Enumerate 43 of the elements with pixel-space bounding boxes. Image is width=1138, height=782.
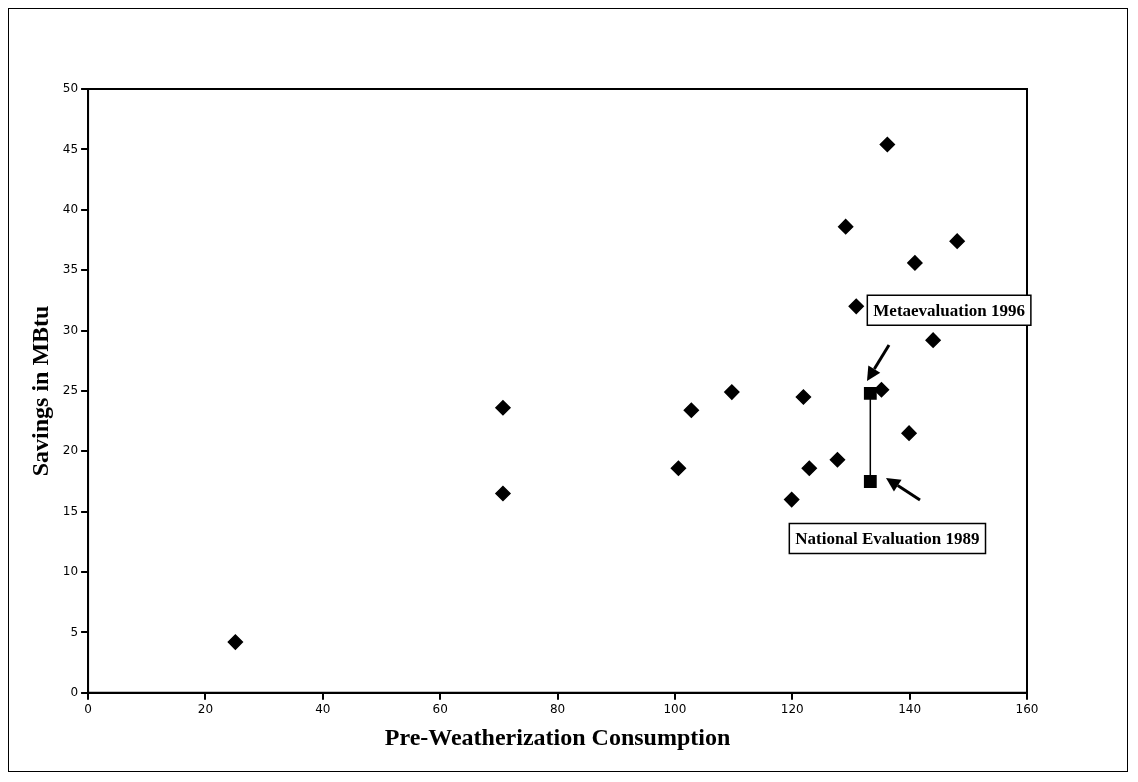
point: [901, 425, 917, 441]
x-tick-label: 80: [549, 702, 566, 717]
point: [795, 389, 812, 405]
x-tick-label: 0: [84, 702, 92, 717]
point: [863, 386, 877, 400]
annotation: National Evaluation 1989: [795, 528, 980, 548]
y-tick-label: 5: [70, 624, 79, 639]
x-tick-label: 120: [780, 702, 804, 717]
point: [863, 475, 877, 488]
y-axis-title: Savings in MBtu: [26, 305, 53, 477]
point: [801, 460, 818, 476]
point: [925, 332, 941, 348]
x-axis-title: Pre-Weatherization Consumption: [384, 723, 731, 750]
annotation: Metaevaluation 1996: [873, 300, 1025, 320]
y-tick-label: 20: [62, 443, 79, 458]
y-tick-label: 40: [62, 201, 79, 216]
y-tick-label: 50: [62, 81, 79, 96]
x-tick-label: 140: [898, 702, 922, 717]
y-tick-label: 45: [62, 141, 79, 156]
y-tick-label: 10: [62, 564, 79, 579]
point: [949, 233, 965, 249]
x-tick-label: 60: [432, 702, 448, 717]
y-tick-label: 15: [62, 503, 79, 518]
point: [495, 400, 511, 416]
y-tick-label: 25: [62, 383, 79, 398]
x-tick-label: 100: [663, 702, 687, 717]
point: [495, 485, 511, 502]
x-tick-label: 40: [315, 702, 331, 717]
point: [848, 298, 864, 315]
point: [879, 136, 896, 153]
point: [783, 491, 800, 508]
point: [829, 451, 846, 468]
y-tick-label: 35: [62, 262, 79, 277]
point: [724, 384, 740, 400]
y-tick-label: 0: [70, 684, 79, 699]
x-tick-label: 20: [197, 702, 214, 717]
point: [227, 634, 244, 650]
point: [683, 402, 700, 418]
y-tick-label: 30: [62, 322, 79, 337]
point: [837, 218, 854, 235]
point: [907, 255, 923, 271]
point: [670, 460, 687, 476]
x-tick-label: 160: [1015, 702, 1039, 717]
